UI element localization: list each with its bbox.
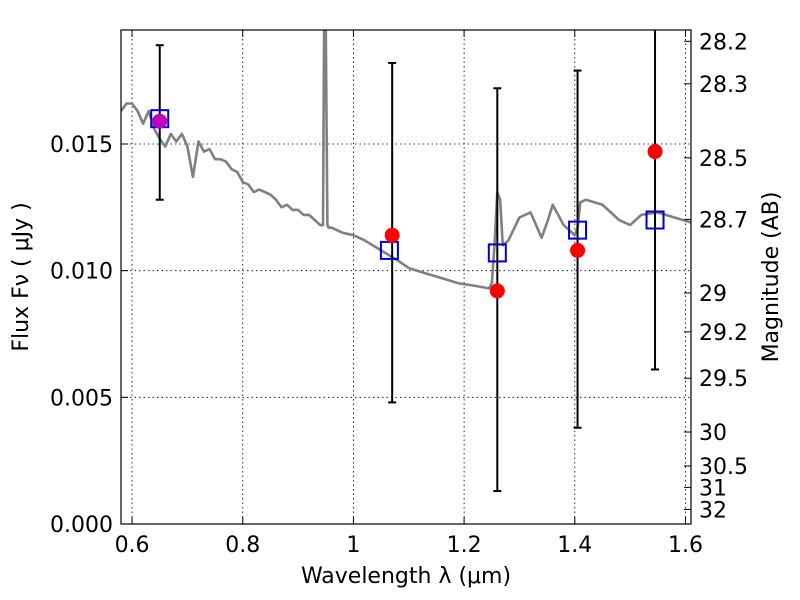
observed-point [152, 113, 168, 129]
x-tick-label: 0.6 [115, 533, 150, 558]
y-tick-label: 0.000 [50, 513, 113, 538]
observed-points [152, 113, 663, 299]
observed-point [489, 283, 505, 299]
error-bars [155, 30, 660, 493]
spectrum-series [121, 30, 691, 290]
model-band-point [645, 210, 665, 230]
observed-point [647, 144, 663, 160]
x-tick-label: 1.6 [668, 533, 703, 558]
x-tick-label: 1.2 [447, 533, 482, 558]
model-band-point [568, 220, 588, 240]
mag-tick-label: 28.7 [699, 208, 748, 233]
y-axis-label: Flux Fν ( μJy ) [9, 202, 34, 351]
y-tick-label: 0.015 [50, 133, 113, 158]
mag-tick-label: 29 [699, 282, 727, 307]
mag-tick-label: 29.5 [699, 367, 748, 392]
y-tick-label: 0.005 [50, 386, 113, 411]
x-axis-label: Wavelength λ (μm) [301, 564, 511, 589]
mag-tick-label: 30 [699, 421, 727, 446]
y-tick-label: 0.010 [50, 260, 113, 285]
mag-tick-label: 30.5 [699, 455, 748, 480]
x-tick-label: 0.8 [225, 533, 260, 558]
mag-tick-label: 32 [699, 498, 727, 523]
model-band-points [150, 109, 665, 263]
x-tick-label: 1.4 [557, 533, 592, 558]
axis-ticks: 0.6 0.8 1 1.2 1.4 1.6 0.000 0.005 0.010 0.015 28.2… [50, 30, 748, 558]
model-band-point [487, 243, 507, 263]
grid-lines [121, 30, 691, 524]
mag-tick-label: 28.5 [699, 147, 748, 172]
observed-point [384, 227, 400, 243]
y2-axis-label: Magnitude (AB) [759, 192, 784, 363]
mag-tick-label: 28.2 [699, 30, 748, 55]
observed-point [570, 242, 586, 258]
mag-tick-label: 28.3 [699, 73, 748, 98]
plot-frame [120, 29, 692, 525]
spectrum-line [121, 30, 691, 290]
mag-tick-label: 29.2 [699, 321, 748, 346]
x-tick-label: 1 [346, 533, 360, 558]
mag-tick-label: 31 [699, 476, 727, 501]
